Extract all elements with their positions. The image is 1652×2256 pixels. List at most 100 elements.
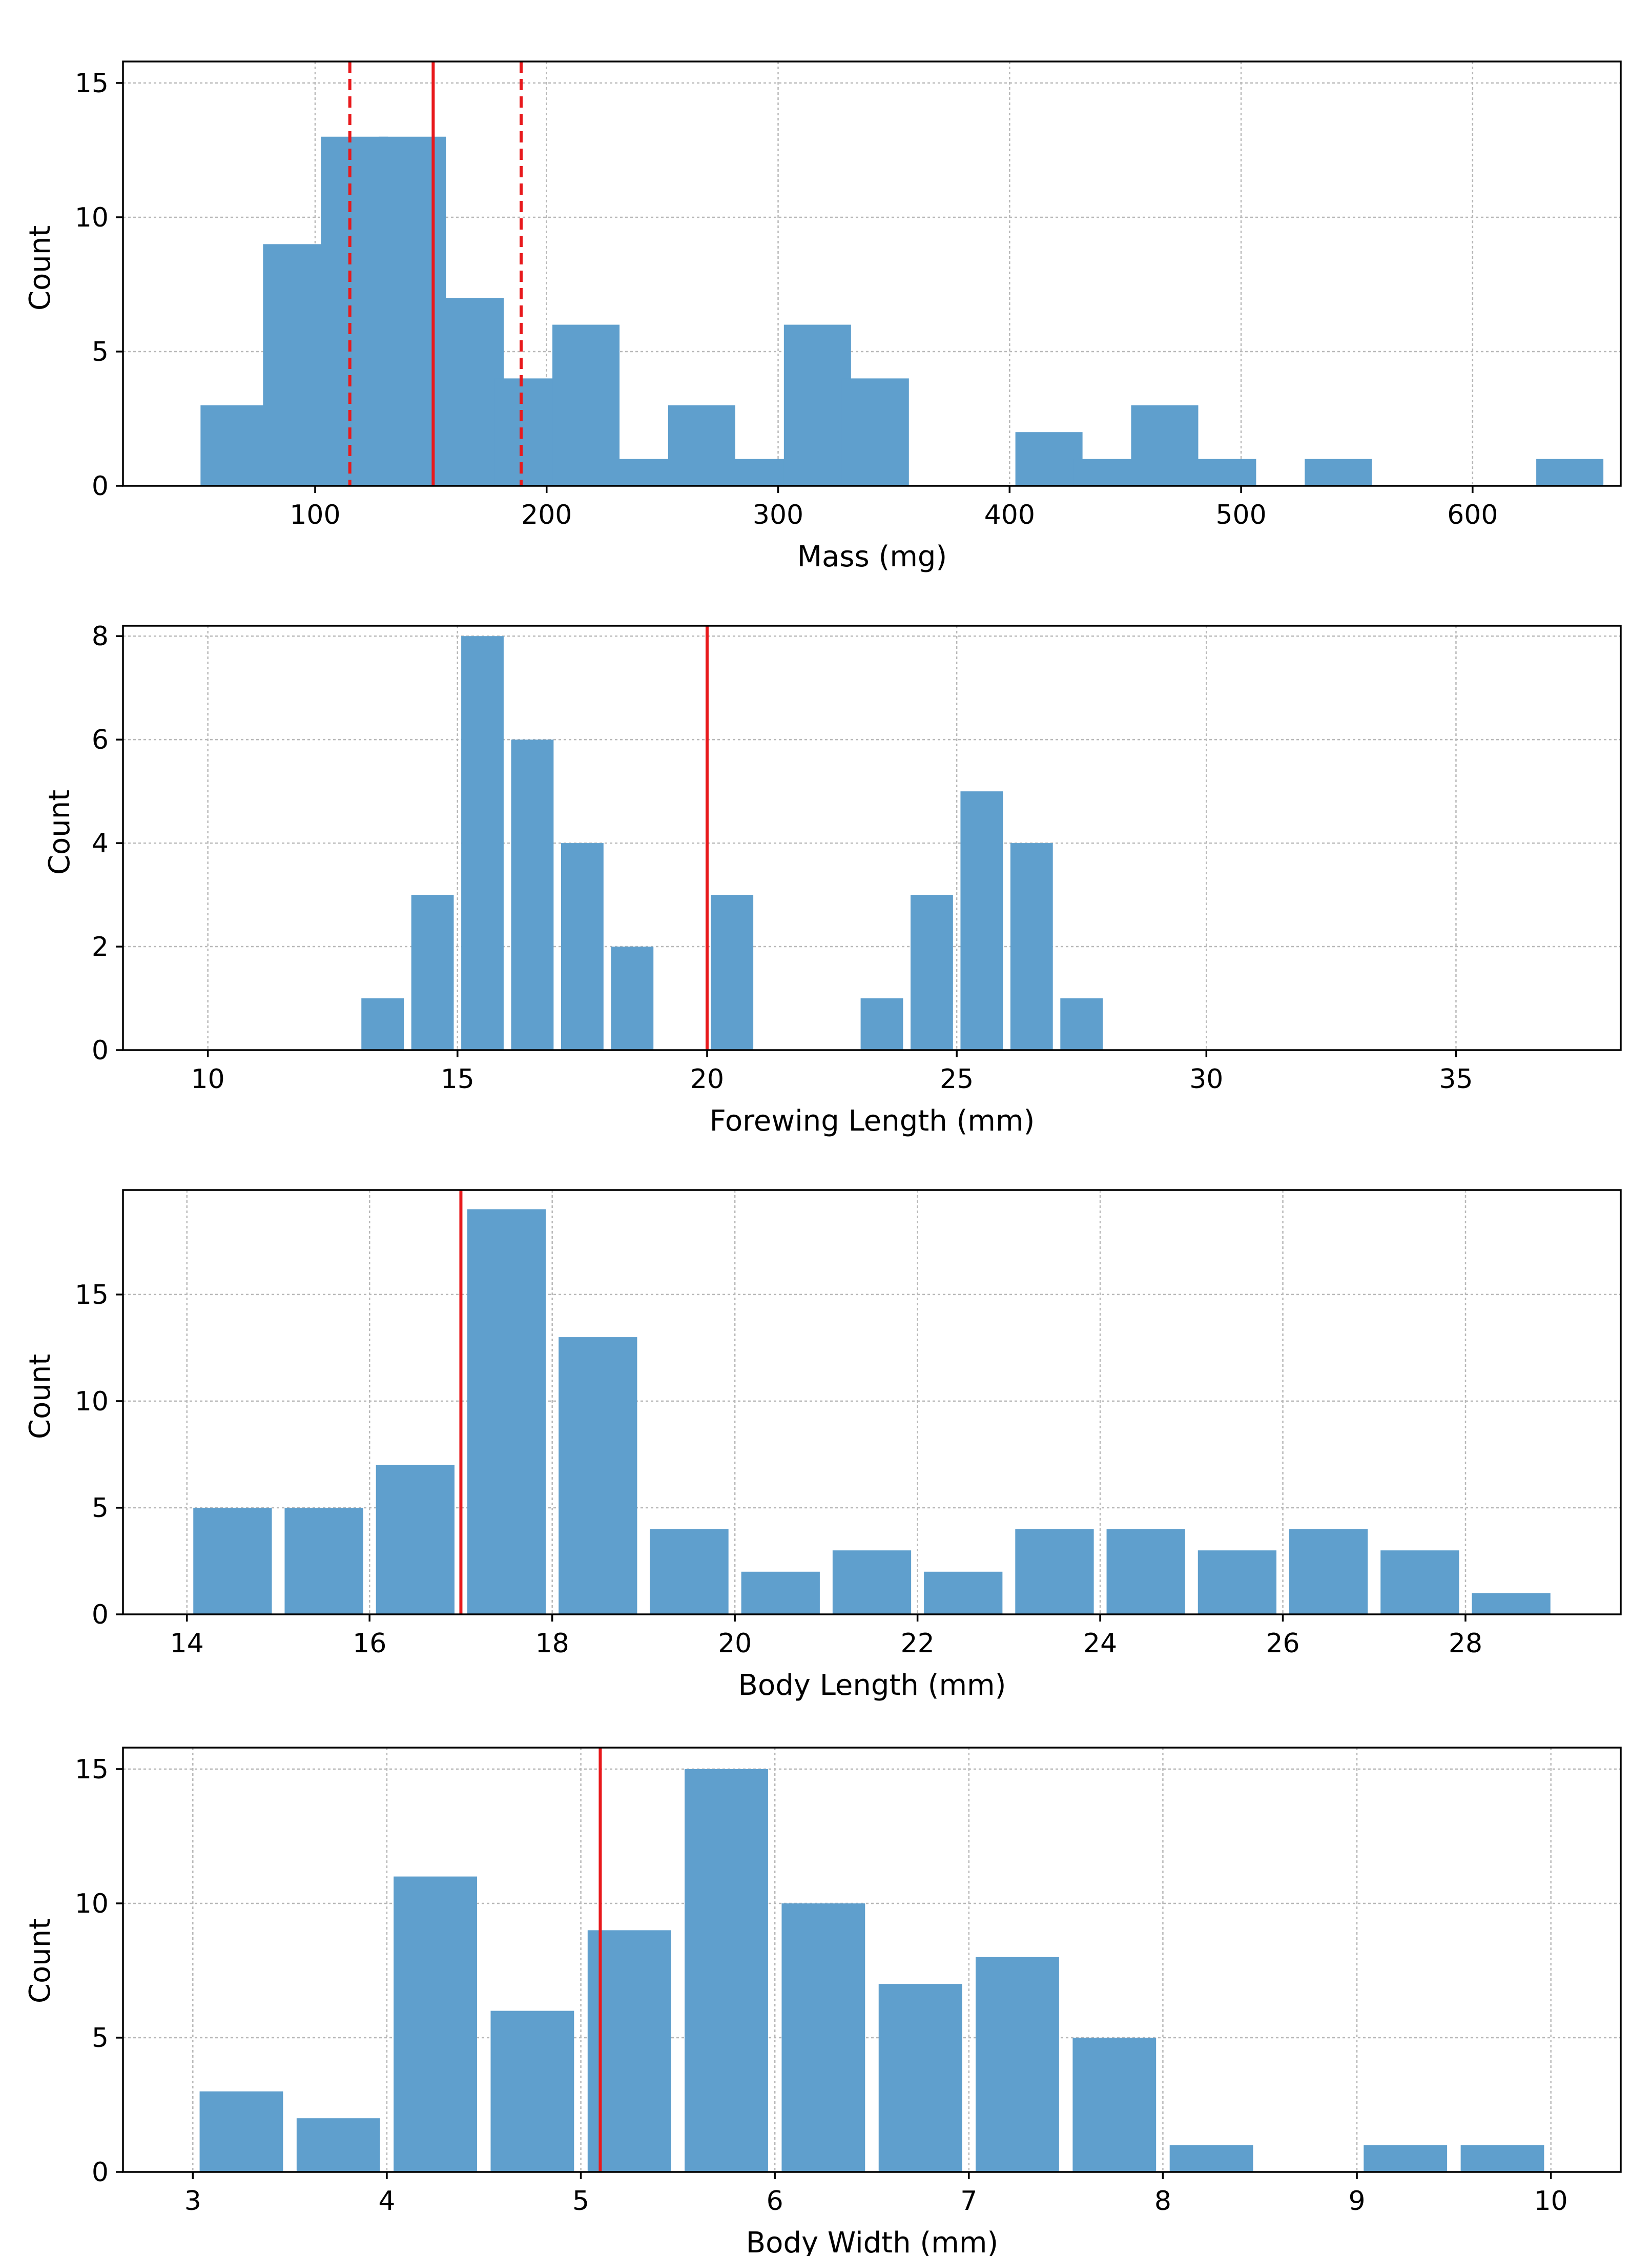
body-length-x-tick-label: 20 [718, 1628, 752, 1659]
mass-x-tick-label: 500 [1215, 500, 1266, 530]
body-length-histogram-bar [741, 1571, 820, 1614]
forewing-length-x-tick-label: 30 [1189, 1064, 1223, 1095]
forewing-length-histogram-bar [361, 998, 404, 1050]
body-width-y-tick-label: 10 [75, 1889, 109, 1919]
body-width-x-tick-label: 10 [1534, 2186, 1568, 2217]
forewing-length-histogram-bar [1060, 998, 1103, 1050]
forewing-length-x-tick-label: 25 [940, 1064, 974, 1095]
body-length-histogram-bar [1197, 1550, 1277, 1614]
forewing-length-y-tick-label: 0 [92, 1035, 109, 1066]
body-length-y-axis-label: Count [24, 1354, 57, 1439]
forewing-length-y-tick-label: 4 [92, 828, 109, 859]
body-width-y-tick-label: 15 [75, 1754, 109, 1785]
mass-y-tick-label: 15 [75, 68, 109, 99]
mass-histogram-bar [1189, 459, 1256, 486]
forewing-length-y-tick-label: 6 [92, 725, 109, 755]
mass-x-tick-label: 300 [753, 500, 803, 530]
mass-y-tick-label: 0 [92, 471, 109, 502]
body-width-histogram-bar [1460, 2145, 1544, 2172]
body-length-y-tick-label: 10 [75, 1386, 109, 1417]
mass-histogram-panel: 100 200 300 400 500 600 0 5 10 15 Mass (mg) Count [24, 60, 1622, 573]
body-length-x-tick-label: 16 [353, 1628, 386, 1659]
body-width-histogram-bar [1072, 2037, 1157, 2172]
body-length-histogram-bar [284, 1507, 363, 1614]
body-width-x-axis-label: Body Width (mm) [746, 2226, 998, 2256]
forewing-length-x-tick-label: 20 [690, 1064, 724, 1095]
body-width-histogram-bar [685, 1769, 768, 2172]
forewing-length-y-axis-label: Count [43, 790, 76, 875]
forewing-length-histogram-bar [860, 998, 903, 1050]
forewing-length-histogram-bar [411, 895, 454, 1050]
mass-histogram-bar [1015, 432, 1083, 486]
forewing-length-histogram-bar [511, 740, 554, 1050]
body-width-x-tick-label: 5 [572, 2186, 589, 2217]
forewing-length-histogram-bar [611, 947, 654, 1050]
body-width-histogram-panel: 3 4 5 6 7 8 9 10 0 5 10 15 Body Width (mm) Count [24, 1747, 1622, 2256]
mass-histogram-bar [437, 298, 504, 486]
body-width-histogram-bar [878, 1984, 962, 2172]
mass-histogram-bar [552, 324, 620, 486]
body-length-histogram-bar [832, 1550, 912, 1614]
body-width-y-tick-label: 5 [92, 2023, 109, 2054]
forewing-length-histogram-bar [561, 843, 604, 1050]
body-length-x-tick-label: 28 [1449, 1628, 1482, 1659]
mass-x-tick-label: 100 [290, 500, 340, 530]
mass-plot-frame [122, 60, 1622, 487]
body-length-histogram-bar [1472, 1593, 1551, 1614]
mass-y-tick-label: 5 [92, 337, 109, 367]
body-width-x-tick-label: 8 [1154, 2186, 1171, 2217]
forewing-length-histogram-bar [711, 895, 754, 1050]
body-width-histogram-bar [1364, 2145, 1448, 2172]
body-length-x-tick-label: 18 [535, 1628, 569, 1659]
mass-y-tick-label: 10 [75, 202, 109, 233]
body-width-histogram-bar [394, 1876, 477, 2172]
mass-x-tick-label: 200 [521, 500, 572, 530]
body-width-histogram-bar [296, 2118, 380, 2172]
mass-histogram-bar [1073, 459, 1141, 486]
mass-histogram-bar [668, 405, 735, 486]
body-length-histogram-bar [1380, 1550, 1459, 1614]
mass-histogram-bar [321, 136, 388, 486]
mass-histogram-bar [1305, 459, 1372, 486]
mass-histogram-bar [200, 405, 268, 486]
forewing-length-x-tick-label: 35 [1439, 1064, 1473, 1095]
body-length-x-tick-label: 26 [1266, 1628, 1299, 1659]
body-length-y-tick-label: 15 [75, 1280, 109, 1310]
mass-y-axis-label: Count [24, 225, 57, 311]
body-width-y-tick-label: 0 [92, 2157, 109, 2188]
body-length-plot-frame [122, 1189, 1622, 1615]
mass-histogram-bar [1536, 459, 1604, 486]
body-width-plot-frame [122, 1747, 1622, 2173]
body-length-histogram-bar [193, 1507, 272, 1614]
body-length-x-tick-label: 14 [170, 1628, 204, 1659]
body-length-x-tick-label: 24 [1083, 1628, 1117, 1659]
body-length-histogram-bar [924, 1571, 1003, 1614]
body-width-histogram-bar [199, 2091, 283, 2172]
forewing-length-y-tick-label: 8 [92, 621, 109, 652]
mass-histogram-bar [379, 136, 446, 486]
forewing-length-x-tick-label: 15 [441, 1064, 474, 1095]
body-length-histogram-bar [376, 1465, 455, 1614]
body-width-histogram-bar [1169, 2145, 1253, 2172]
forewing-length-x-tick-label: 10 [191, 1064, 225, 1095]
forewing-length-plot-frame [122, 625, 1622, 1051]
mass-histogram-bar [783, 324, 851, 486]
body-width-histogram-bar [781, 1903, 865, 2172]
body-length-histogram-bar [467, 1209, 546, 1614]
mass-x-tick-label: 400 [984, 500, 1035, 530]
forewing-length-histogram-bar [461, 636, 504, 1050]
body-length-histogram-bar [559, 1337, 637, 1614]
body-length-histogram-bar [1015, 1529, 1094, 1614]
body-length-y-tick-label: 0 [92, 1599, 109, 1630]
body-width-histogram-bar [490, 2011, 574, 2172]
forewing-length-histogram-panel: 10 15 20 25 30 35 0 2 4 6 8 Forewing Length (mm) C… [43, 621, 1622, 1138]
body-width-x-tick-label: 9 [1349, 2186, 1366, 2217]
body-width-x-tick-label: 7 [960, 2186, 977, 2217]
forewing-length-histogram-bar [960, 791, 1003, 1050]
mass-x-tick-label: 600 [1447, 500, 1498, 530]
mass-x-axis-label: Mass (mg) [797, 540, 947, 573]
forewing-length-x-axis-label: Forewing Length (mm) [710, 1104, 1035, 1138]
body-length-histogram-bar [1106, 1529, 1185, 1614]
